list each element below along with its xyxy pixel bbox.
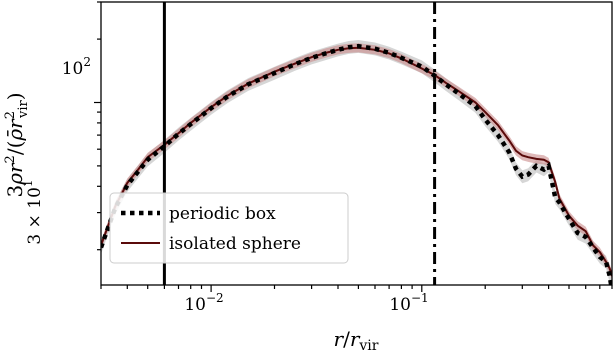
x-tick-label-1e-2-base: 10 [184,295,206,315]
x-axis-label: r/rvir [334,327,379,354]
legend-periodic-label: periodic box [169,204,276,224]
y-axis-label: 3ρr2/(ρ̄r2vir) [3,92,31,197]
x-tick-label-1e-1-base: 10 [389,295,411,315]
x-tick-label-1e-1-exp: −1 [411,291,429,305]
y-tick-label-1e2-exp: 2 [83,55,91,69]
periodic-box-line [101,43,612,285]
axis-ticks [94,1,613,292]
x-tick-label-1e-2: 10−2 [184,291,223,315]
legend-box [109,192,349,264]
y-tick-label-1e2-base: 10 [62,59,84,79]
y-tick-label-3e1: 3 × 101 [21,179,45,244]
x-tick-label-1e-1: 10−1 [389,291,428,315]
y-tick-label-3e1-base: 3 × 10 [25,187,45,245]
plot-frame [100,1,613,286]
x-tick-label-1e-2-exp: −2 [206,291,224,305]
y-tick-label-1e2: 102 [62,55,91,79]
plot-area [101,2,612,285]
legend-isolated-label: isolated sphere [169,234,301,254]
legend: periodic box isolated sphere [109,192,349,264]
y-tick-label-3e1-exp: 1 [21,179,35,187]
periodic-box-uncertainty-band [101,40,612,285]
